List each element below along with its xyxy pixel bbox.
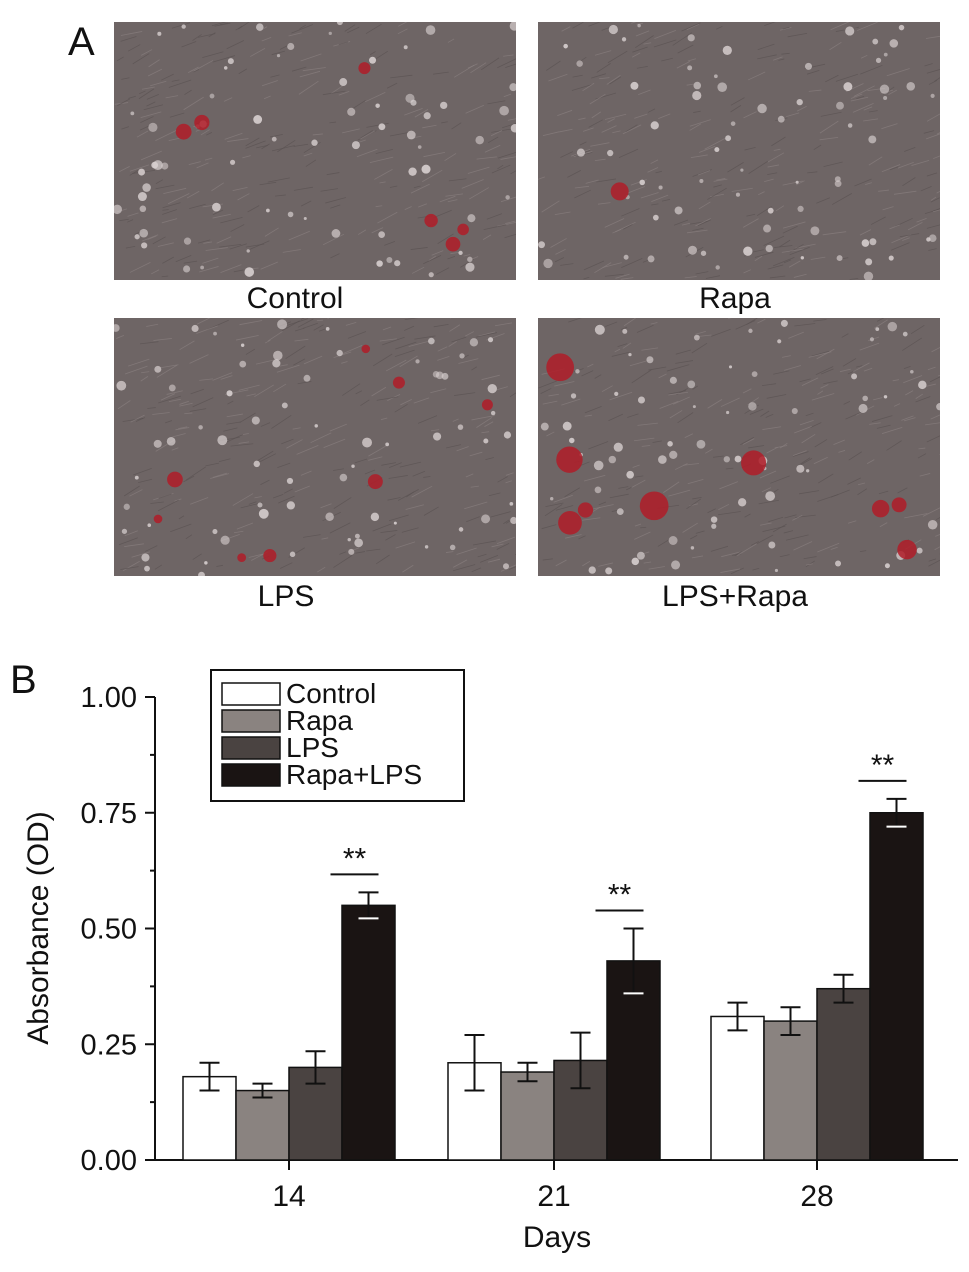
stain-spot xyxy=(194,114,210,131)
micrograph-label-lps: LPS xyxy=(257,580,315,613)
legend-swatch xyxy=(221,763,281,787)
y-tick-label: 0.50 xyxy=(81,914,137,946)
stain-spot xyxy=(445,236,461,252)
micrograph-texture xyxy=(538,318,940,576)
legend-label: Rapa xyxy=(286,705,353,736)
legend-swatch xyxy=(221,736,281,760)
bar xyxy=(341,904,396,1161)
stain-spot xyxy=(897,539,917,560)
x-axis-label: Days xyxy=(523,1221,591,1254)
y-tick-label: 0.75 xyxy=(81,798,137,830)
micrograph-lps-rapa xyxy=(538,318,940,576)
stain-spot xyxy=(153,514,163,524)
chart-annotations: ** ** ** xyxy=(330,749,907,912)
legend-label: Rapa+LPS xyxy=(286,759,422,790)
x-tick-label: 14 xyxy=(272,1180,305,1213)
stain-spot xyxy=(556,446,583,473)
stain-spot xyxy=(481,399,493,411)
significance-label: ** xyxy=(608,879,632,912)
stain-spot xyxy=(175,123,192,140)
micrograph-texture xyxy=(114,318,516,576)
legend-label: LPS xyxy=(286,732,339,763)
stain-spot xyxy=(392,376,405,389)
stain-spot xyxy=(263,549,277,563)
y-axis-label: Absorbance (OD) xyxy=(22,811,55,1044)
bar xyxy=(235,1089,290,1161)
y-tick-label: 0.00 xyxy=(81,1145,137,1177)
stain-spot xyxy=(891,497,907,513)
bar xyxy=(869,812,924,1161)
legend-swatch xyxy=(221,709,281,733)
significance-label: ** xyxy=(343,842,367,875)
micrograph-rapa xyxy=(538,22,940,280)
significance-label: ** xyxy=(871,749,895,782)
stain-spot xyxy=(741,450,767,476)
stain-spot xyxy=(361,344,371,354)
legend-label: Control xyxy=(286,678,376,709)
legend-swatch xyxy=(221,682,281,706)
stain-spot xyxy=(639,491,669,521)
y-tick-label: 1.00 xyxy=(81,682,137,714)
bar xyxy=(816,987,871,1161)
bar xyxy=(500,1071,555,1161)
x-tick-label: 21 xyxy=(537,1180,570,1213)
micrograph-texture xyxy=(114,22,516,280)
stain-spot xyxy=(358,62,371,75)
stain-spot xyxy=(424,213,438,228)
y-tick-label: 0.25 xyxy=(81,1029,137,1061)
micrograph-texture xyxy=(538,22,940,280)
chart-axes: 0.00 0.25 0.50 0.75 1.00 14 21 28 xyxy=(81,682,958,1213)
stain-spot xyxy=(577,502,594,518)
stain-spot xyxy=(167,471,183,488)
bar xyxy=(710,1015,765,1161)
chart-bars xyxy=(182,797,924,1161)
micrograph-label-lps-rapa: LPS+Rapa xyxy=(662,580,808,613)
micrograph-lps xyxy=(114,318,516,576)
bar xyxy=(763,1020,818,1161)
stain-spot xyxy=(546,353,575,382)
stain-spot xyxy=(610,182,629,201)
panel-a-letter: A xyxy=(68,20,95,64)
panel-b-letter: B xyxy=(10,658,37,702)
micrograph-control xyxy=(114,22,516,280)
micrograph-label-rapa: Rapa xyxy=(699,282,771,315)
stain-spot xyxy=(367,474,383,490)
x-tick-label: 28 xyxy=(800,1180,833,1213)
stain-spot xyxy=(871,499,890,518)
stain-spot xyxy=(237,553,247,563)
stain-spot xyxy=(457,223,469,236)
stain-spot xyxy=(558,510,582,535)
micrograph-label-control: Control xyxy=(246,282,344,315)
